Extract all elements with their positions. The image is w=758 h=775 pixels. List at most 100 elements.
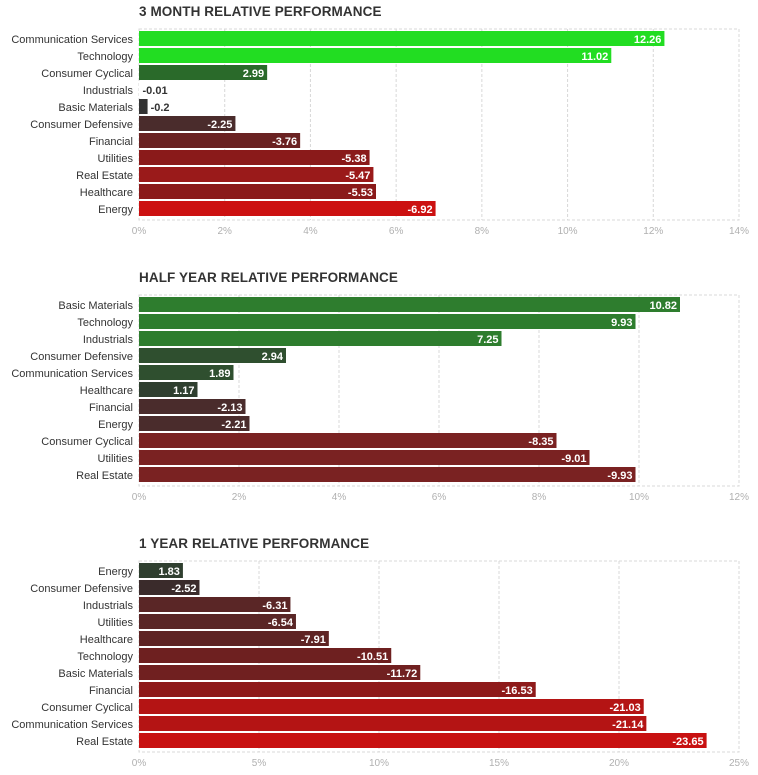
- chart-svg: 0% 5% 10% 15% 20% 25% Energy 1.83 Consumer Defen…: [11, 560, 749, 769]
- category-label: Basic Materials: [58, 300, 133, 312]
- category-label: Real Estate: [76, 470, 133, 482]
- bar: [139, 48, 612, 63]
- bar: [139, 733, 707, 748]
- data-label: -8.35: [528, 436, 553, 448]
- data-label: -2.52: [171, 583, 196, 595]
- bar: [139, 116, 236, 131]
- bar: [139, 631, 329, 646]
- data-label: -9.01: [561, 453, 586, 465]
- data-label: -16.53: [502, 685, 533, 697]
- data-label: -2.21: [221, 419, 246, 431]
- category-label: Utilities: [98, 617, 134, 629]
- bar: [139, 382, 198, 397]
- data-label: -21.03: [610, 702, 641, 714]
- bar: [139, 365, 234, 380]
- category-label: Basic Materials: [58, 668, 133, 680]
- data-label: -10.51: [357, 651, 388, 663]
- data-label: -5.47: [345, 170, 370, 182]
- x-tick-label: 25%: [729, 758, 749, 769]
- x-tick-label: 4%: [332, 492, 347, 503]
- bar: [139, 416, 250, 431]
- data-label: -9.93: [607, 470, 632, 482]
- x-tick-label: 10%: [629, 492, 649, 503]
- data-label: 9.93: [611, 317, 632, 329]
- x-tick-label: 8%: [532, 492, 547, 503]
- data-label: 11.02: [581, 51, 608, 63]
- bar: [139, 331, 502, 346]
- category-label: Energy: [98, 419, 133, 431]
- x-tick-label: 12%: [729, 492, 749, 503]
- data-label: -5.53: [348, 187, 373, 199]
- bar: [139, 699, 644, 714]
- chart-title: HALF YEAR RELATIVE PERFORMANCE: [139, 270, 399, 285]
- x-tick-label: 6%: [432, 492, 447, 503]
- category-label: Technology: [77, 317, 133, 329]
- category-label: Technology: [77, 51, 133, 63]
- x-tick-label: 6%: [389, 226, 404, 237]
- category-label: Communication Services: [11, 368, 133, 380]
- category-label: Consumer Cyclical: [41, 436, 133, 448]
- category-label: Industrials: [83, 85, 134, 97]
- x-tick-label: 12%: [643, 226, 663, 237]
- bar: [139, 614, 296, 629]
- x-tick-label: 2%: [217, 226, 232, 237]
- category-label: Energy: [98, 566, 133, 578]
- category-label: Financial: [89, 136, 133, 148]
- bar: [139, 716, 647, 731]
- category-label: Financial: [89, 402, 133, 414]
- data-label: 2.94: [262, 351, 284, 363]
- x-tick-label: 20%: [609, 758, 629, 769]
- data-label: -2.25: [207, 119, 232, 131]
- data-label: -5.38: [341, 153, 366, 165]
- data-label: 10.82: [649, 300, 677, 312]
- bar: [139, 99, 148, 114]
- data-label: 7.25: [477, 334, 498, 346]
- bar: [139, 150, 370, 165]
- category-label: Healthcare: [80, 385, 133, 397]
- bar: [139, 467, 636, 482]
- category-label: Financial: [89, 685, 133, 697]
- bar: [139, 348, 286, 363]
- category-label: Real Estate: [76, 170, 133, 182]
- data-label: -0.01: [143, 85, 168, 97]
- category-label: Technology: [77, 651, 133, 663]
- x-tick-label: 0%: [132, 226, 147, 237]
- data-label: -6.31: [262, 600, 287, 612]
- category-label: Consumer Cyclical: [41, 702, 133, 714]
- category-label: Healthcare: [80, 634, 133, 646]
- data-label: 1.83: [158, 566, 179, 578]
- category-label: Consumer Defensive: [30, 583, 133, 595]
- category-label: Healthcare: [80, 187, 133, 199]
- bar: [139, 563, 183, 578]
- data-label: -11.72: [387, 668, 418, 680]
- bar: [139, 648, 392, 663]
- bar: [139, 597, 291, 612]
- data-label: -2.13: [217, 402, 242, 414]
- x-tick-label: 2%: [232, 492, 247, 503]
- category-label: Basic Materials: [58, 102, 133, 114]
- bar: [139, 167, 374, 182]
- data-label: -21.14: [612, 719, 644, 731]
- x-tick-label: 14%: [729, 226, 749, 237]
- category-label: Communication Services: [11, 34, 133, 46]
- x-tick-label: 15%: [489, 758, 509, 769]
- category-label: Consumer Defensive: [30, 351, 133, 363]
- bar: [139, 297, 680, 312]
- x-tick-label: 0%: [132, 758, 147, 769]
- x-tick-label: 10%: [558, 226, 578, 237]
- data-label: 1.89: [209, 368, 230, 380]
- bar: [139, 133, 301, 148]
- chart-svg: 0% 2% 4% 6% 8% 10% 12% Basic Materials 10.82 Tech…: [11, 294, 749, 503]
- category-label: Industrials: [83, 600, 134, 612]
- bar: [139, 65, 268, 80]
- category-label: Energy: [98, 204, 133, 216]
- x-tick-label: 8%: [475, 226, 490, 237]
- category-label: Utilities: [98, 453, 134, 465]
- bar: [139, 682, 536, 697]
- bar: [139, 665, 421, 680]
- data-label: -7.91: [301, 634, 326, 646]
- x-tick-label: 10%: [369, 758, 389, 769]
- bar: [139, 314, 636, 329]
- x-tick-label: 0%: [132, 492, 147, 503]
- chart-title: 3 MONTH RELATIVE PERFORMANCE: [139, 4, 382, 19]
